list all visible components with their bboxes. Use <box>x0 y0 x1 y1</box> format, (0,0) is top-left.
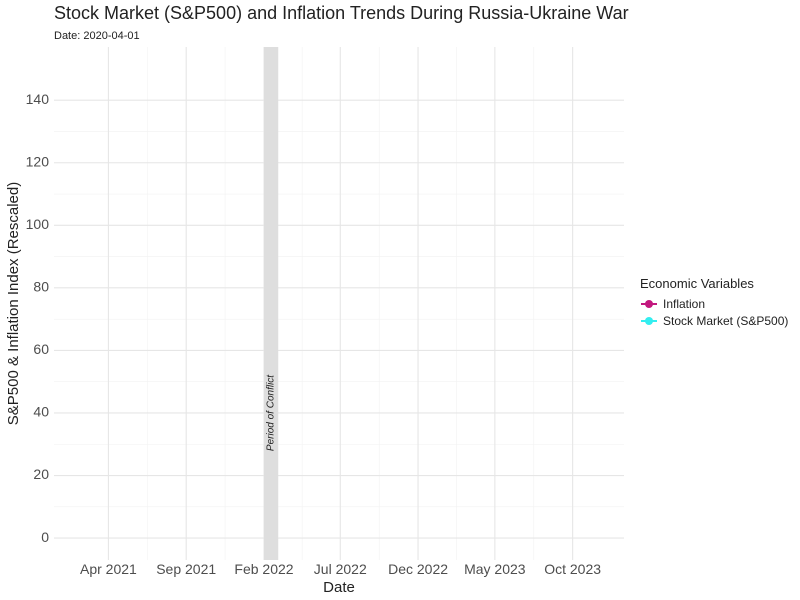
legend-label-inflation: Inflation <box>663 296 706 311</box>
x-tick-label: Sep 2021 <box>156 561 216 577</box>
y-tick-label: 120 <box>26 153 50 169</box>
conflict-period-label: Period of Conflict <box>266 374 277 451</box>
legend-key-inflation <box>640 298 658 310</box>
legend-key-stock-market <box>640 315 658 327</box>
legend-title: Economic Variables <box>640 276 754 291</box>
y-tick-label: 20 <box>33 466 49 482</box>
legend-item-stock-market: Stock Market (S&P500) <box>640 312 788 329</box>
x-tick-label: Oct 2023 <box>544 561 601 577</box>
y-tick-label: 0 <box>41 529 49 545</box>
x-tick-label: May 2023 <box>464 561 526 577</box>
x-axis-title: Date <box>323 579 355 596</box>
conflict-period-band <box>264 47 279 560</box>
y-tick-label: 140 <box>26 91 50 107</box>
legend-item-inflation: Inflation <box>640 295 788 312</box>
y-axis-title: S&P500 & Inflation Index (Rescaled) <box>5 182 22 425</box>
x-tick-label: Feb 2022 <box>234 561 293 577</box>
chart-subtitle: Date: 2020-04-01 <box>54 30 140 42</box>
y-tick-label: 100 <box>26 216 50 232</box>
x-tick-label: Jul 2022 <box>314 561 367 577</box>
y-tick-label: 60 <box>33 341 49 357</box>
y-tick-label: 80 <box>33 279 49 295</box>
x-tick-label: Dec 2022 <box>388 561 448 577</box>
y-tick-label: 40 <box>33 404 49 420</box>
legend-label-stock-market: Stock Market (S&P500) <box>663 313 789 328</box>
chart-title: Stock Market (S&P500) and Inflation Tren… <box>54 3 629 23</box>
legend: Economic Variables Inflation Stock Marke… <box>640 276 788 329</box>
x-tick-label: Apr 2021 <box>80 561 137 577</box>
